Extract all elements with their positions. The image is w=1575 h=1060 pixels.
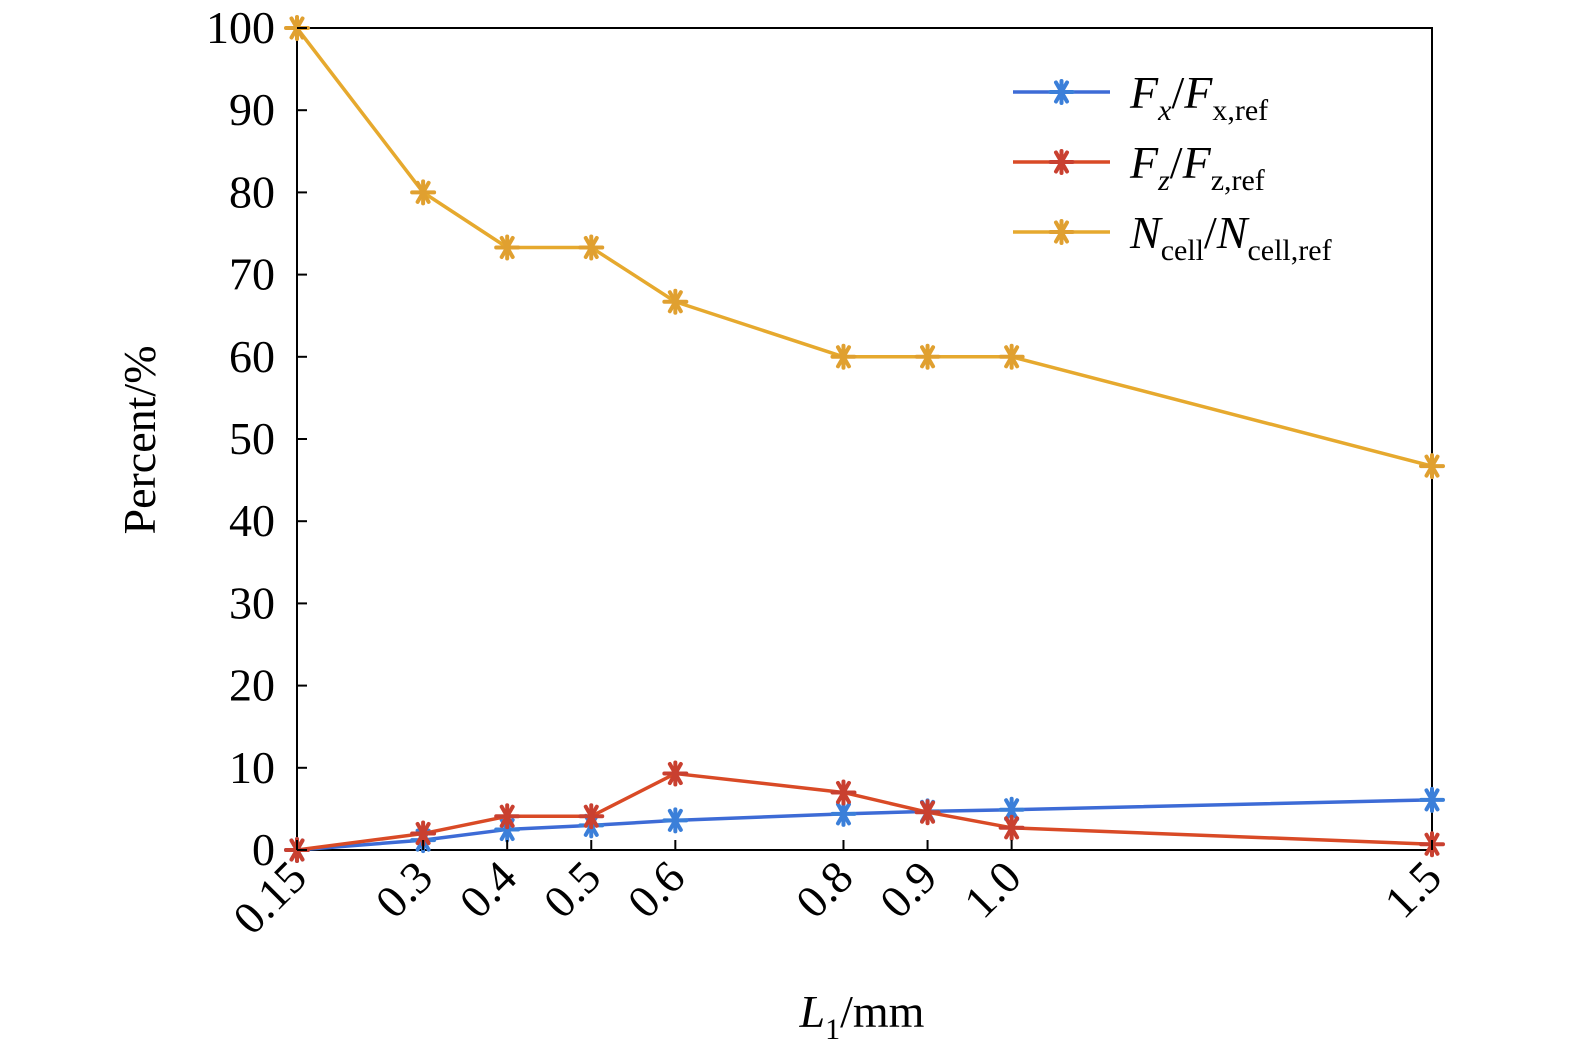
- y-tick-label: 90: [229, 84, 275, 135]
- data-point-ncell: [494, 234, 521, 261]
- legend-marker: [1048, 79, 1075, 105]
- x-tick-label: 0.9: [870, 851, 947, 928]
- data-point-fz: [998, 814, 1025, 841]
- y-tick-label: 50: [229, 413, 275, 464]
- x-tick-label: 1.5: [1374, 851, 1451, 928]
- legend-label: Fx/Fx,ref: [1129, 67, 1268, 127]
- x-tick-label: 0.15: [223, 851, 316, 944]
- y-tick-label: 60: [229, 331, 275, 382]
- plot-area-frame: [296, 27, 1433, 851]
- legend-marker: [1048, 149, 1075, 175]
- x-tick-label: 0.8: [786, 851, 863, 928]
- legend-item-fx: Fx/Fx,ref: [1013, 67, 1268, 127]
- y-tick-label: 30: [229, 577, 275, 628]
- legend: Fx/Fx,ref Fz/Fz,ref Ncell/Ncell,ref: [1013, 67, 1332, 267]
- y-tick-label: 0: [252, 824, 275, 875]
- y-axis-label: Percent/%: [114, 345, 165, 534]
- data-point-fz: [494, 803, 521, 830]
- data-point-fz: [662, 760, 689, 787]
- y-tick-label: 70: [229, 249, 275, 300]
- x-tick-label: 0.6: [618, 851, 695, 928]
- series-ncell: [284, 15, 1445, 480]
- data-point-fz: [914, 799, 941, 826]
- x-tick-label: 0.5: [534, 851, 611, 928]
- data-point-ncell: [410, 179, 437, 206]
- y-tick-label: 40: [229, 495, 275, 546]
- data-point-ncell: [662, 288, 689, 315]
- x-axis-label: L1/mm: [799, 986, 925, 1046]
- x-tick-label: 1.0: [954, 851, 1031, 928]
- data-point-fx: [1419, 786, 1445, 813]
- data-point-ncell: [830, 343, 857, 370]
- x-tick-label: 0.4: [450, 851, 527, 928]
- data-point-ncell: [1419, 453, 1445, 480]
- y-tick-label: 100: [206, 2, 275, 53]
- data-point-ncell: [998, 343, 1025, 370]
- y-tick-label: 80: [229, 166, 275, 217]
- legend-label: Fz/Fz,ref: [1129, 137, 1265, 197]
- data-point-fx: [830, 800, 857, 827]
- data-point-ncell: [914, 343, 941, 370]
- data-point-ncell: [578, 234, 605, 261]
- legend-label: Ncell/Ncell,ref: [1129, 207, 1332, 267]
- legend-item-ncell: Ncell/Ncell,ref: [1013, 207, 1332, 267]
- series-fz: [284, 760, 1445, 863]
- legend-marker: [1048, 219, 1075, 245]
- y-tick-label: 20: [229, 660, 275, 711]
- data-point-fz: [578, 803, 605, 830]
- x-tick-label: 0.3: [365, 851, 442, 928]
- data-point-fz: [830, 779, 857, 806]
- legend-item-fz: Fz/Fz,ref: [1013, 137, 1265, 197]
- data-point-fx: [662, 807, 689, 834]
- y-tick-label: 10: [229, 742, 275, 793]
